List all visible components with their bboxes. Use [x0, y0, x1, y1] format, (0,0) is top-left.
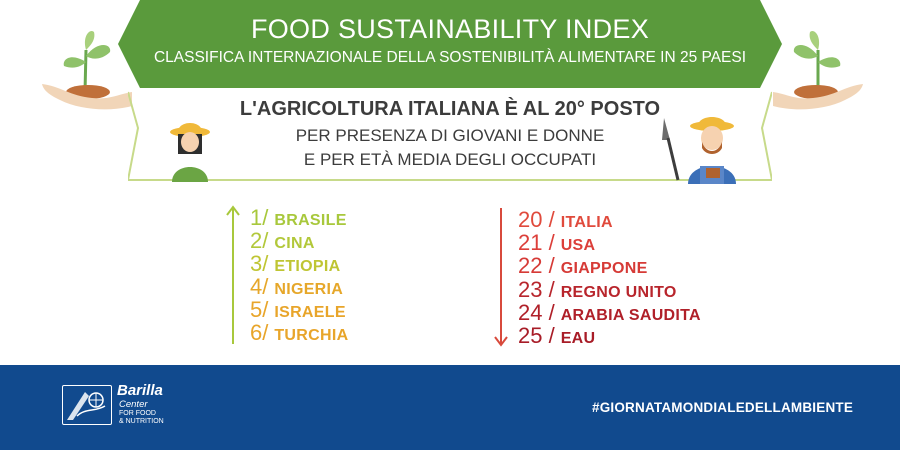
list-item: 25 / EAU — [518, 323, 595, 349]
rank-number: 23 / — [518, 277, 555, 302]
rank-number: 3/ — [250, 251, 269, 276]
male-farmer-illustration — [656, 114, 752, 189]
logo-tagline-line-1: FOR FOOD — [119, 410, 156, 417]
list-item: 5/ISRAELE — [250, 297, 346, 323]
highlight-line-1: PER PRESENZA DI GIOVANI E DONNE — [295, 126, 605, 145]
country-name: ARABIA SAUDITA — [560, 307, 701, 324]
country-name: BRASILE — [274, 212, 347, 229]
highlight-title: L'AGRICOLTURA ITALIANA È AL 20° POSTO — [239, 98, 661, 120]
rank-number: 2/ — [250, 228, 269, 253]
rank-number: 21 / — [518, 230, 555, 255]
logo-tagline-line-2: & NUTRITION — [119, 418, 164, 425]
logo-center-text: Center — [119, 399, 148, 410]
woman-farmer-illustration — [166, 120, 214, 187]
page-subtitle: CLASSIFICA INTERNAZIONALE DELLA SOSTENIB… — [153, 49, 747, 66]
country-name: CINA — [274, 235, 315, 252]
country-name: GIAPPONE — [560, 260, 648, 277]
list-item: 21 / USA — [518, 230, 595, 256]
list-item: 4/NIGERIA — [250, 274, 343, 300]
barilla-center-logo — [62, 385, 112, 425]
rank-number: 4/ — [250, 274, 269, 299]
list-item: 2/CINA — [250, 228, 315, 254]
list-item: 24 / ARABIA SAUDITA — [518, 300, 701, 326]
list-item: 3/ETIOPIA — [250, 251, 340, 277]
country-name: ETIOPIA — [274, 258, 341, 275]
plant-in-hand-right-illustration — [770, 22, 865, 122]
footer-bar — [0, 365, 900, 450]
country-name: ITALIA — [560, 214, 613, 231]
plant-in-hand-left-illustration — [40, 22, 135, 122]
rank-number: 20 / — [518, 207, 555, 232]
country-name: NIGERIA — [274, 281, 344, 298]
hashtag-text: #GIORNATAMONDIALEDELLAMBIENTE — [592, 400, 854, 415]
rank-number: 25 / — [518, 323, 555, 348]
country-name: EAU — [560, 330, 596, 347]
rank-number: 22 / — [518, 253, 555, 278]
rank-number: 5/ — [250, 297, 269, 322]
down-arrow-icon — [494, 208, 508, 347]
list-item: 20 / ITALIA — [518, 207, 613, 233]
highlight-line-2: E PER ETÀ MEDIA DEGLI OCCUPATI — [303, 150, 597, 169]
up-arrow-icon — [226, 205, 240, 344]
list-item: 23 / REGNO UNITO — [518, 277, 677, 303]
country-name: ISRAELE — [274, 304, 346, 321]
country-name: TURCHIA — [274, 327, 349, 344]
title-banner: FOOD SUSTAINABILITY INDEX CLASSIFICA INT… — [118, 0, 782, 88]
page-title: FOOD SUSTAINABILITY INDEX — [250, 14, 650, 44]
country-name: REGNO UNITO — [560, 284, 677, 301]
country-name: USA — [560, 237, 596, 254]
highlight-panel — [128, 88, 772, 184]
rank-number: 1/ — [250, 205, 269, 230]
rank-number: 6/ — [250, 320, 269, 345]
rank-number: 24 / — [518, 300, 555, 325]
logo-brand: Barilla — [117, 382, 163, 399]
list-item: 6/TURCHIA — [250, 320, 348, 346]
list-item: 1/BRASILE — [250, 205, 347, 231]
list-item: 22 / GIAPPONE — [518, 253, 648, 279]
